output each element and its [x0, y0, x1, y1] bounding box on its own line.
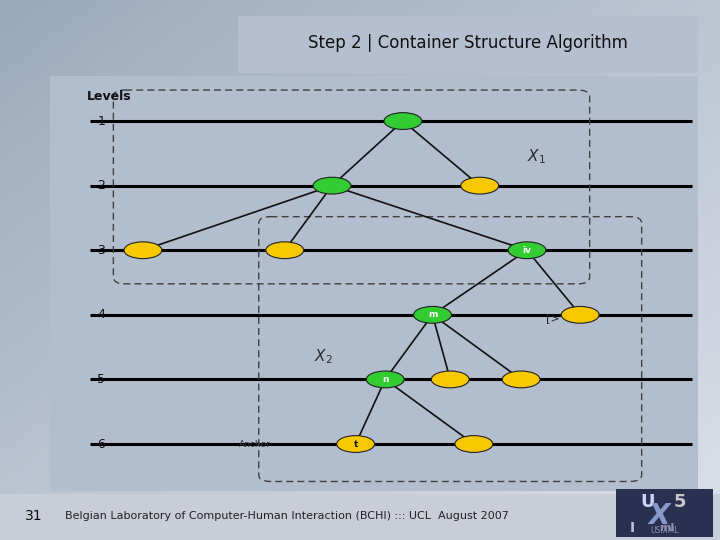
Text: t: t	[354, 440, 358, 449]
Text: $X_2$: $X_2$	[315, 347, 333, 366]
Text: 31: 31	[25, 509, 42, 523]
Text: 5: 5	[674, 493, 686, 511]
Ellipse shape	[366, 371, 404, 388]
Text: 5: 5	[97, 373, 105, 386]
Text: 4: 4	[97, 308, 105, 321]
Text: I: I	[630, 521, 635, 535]
Text: 3: 3	[97, 244, 105, 256]
Text: [>: [>	[546, 313, 560, 323]
Ellipse shape	[455, 436, 492, 453]
FancyBboxPatch shape	[616, 489, 713, 537]
Text: 1: 1	[97, 114, 105, 127]
Ellipse shape	[384, 113, 422, 130]
Text: Anchor: Anchor	[239, 440, 271, 449]
Text: 2: 2	[97, 179, 105, 192]
Ellipse shape	[503, 371, 540, 388]
Ellipse shape	[266, 242, 304, 259]
Text: USIXML: USIXML	[650, 526, 678, 536]
Text: Belgian Laboratory of Computer-Human Interaction (BCHI) ::: UCL  August 2007: Belgian Laboratory of Computer-Human Int…	[65, 511, 508, 521]
Text: n: n	[382, 375, 389, 384]
Ellipse shape	[431, 371, 469, 388]
Ellipse shape	[562, 306, 599, 323]
FancyBboxPatch shape	[192, 14, 720, 75]
FancyBboxPatch shape	[37, 68, 711, 500]
Ellipse shape	[461, 177, 499, 194]
Ellipse shape	[337, 436, 374, 453]
Text: m: m	[428, 310, 437, 319]
Text: X: X	[649, 502, 670, 530]
Ellipse shape	[313, 177, 351, 194]
Ellipse shape	[124, 242, 162, 259]
Text: $X_1$: $X_1$	[527, 147, 546, 166]
Ellipse shape	[508, 242, 546, 259]
Text: U: U	[640, 493, 654, 511]
Ellipse shape	[413, 306, 451, 323]
Text: ml: ml	[660, 523, 675, 533]
FancyBboxPatch shape	[0, 494, 720, 540]
Text: Levels: Levels	[87, 90, 132, 103]
Text: 6: 6	[97, 437, 105, 450]
Text: iv: iv	[523, 246, 531, 255]
Text: Step 2 | Container Structure Algorithm: Step 2 | Container Structure Algorithm	[308, 35, 628, 52]
